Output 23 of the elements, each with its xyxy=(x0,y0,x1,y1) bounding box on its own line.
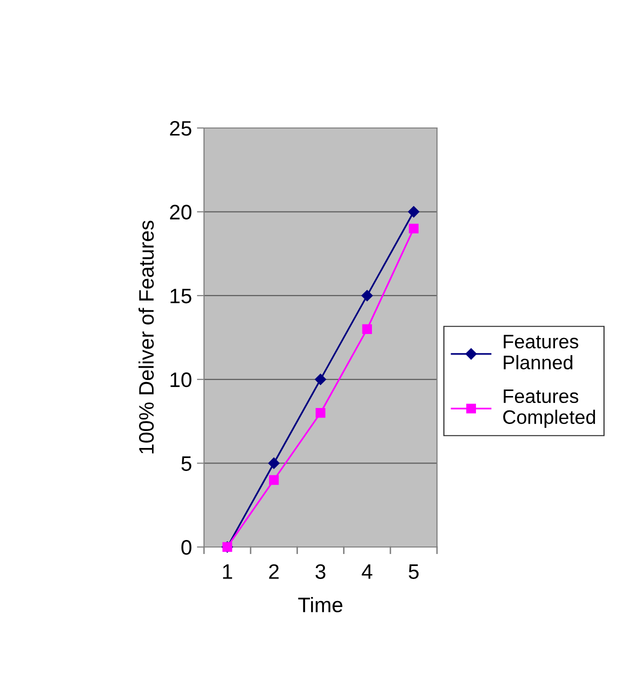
point xyxy=(361,290,373,302)
x-tick-label: 3 xyxy=(316,564,326,579)
y-tick-label: 10 xyxy=(170,372,192,388)
point xyxy=(408,206,420,218)
x-tick-label: 1 xyxy=(223,564,232,579)
y-tick-label: 0 xyxy=(181,540,192,555)
y-tick-label: 20 xyxy=(170,204,192,220)
x-axis-title: Time xyxy=(298,596,342,612)
x-tick-label: 5 xyxy=(408,564,419,579)
point xyxy=(316,408,326,418)
y-tick-label: 5 xyxy=(181,456,192,471)
y-axis-title: 100% Deliver of Features xyxy=(138,220,154,454)
point xyxy=(268,458,280,469)
y-tick-label: 15 xyxy=(170,288,192,304)
point xyxy=(269,475,279,485)
point xyxy=(314,374,326,386)
legend-label: Features Completed xyxy=(503,389,595,428)
x-tick-label: 4 xyxy=(362,564,372,579)
y-tick-label: 25 xyxy=(170,121,192,136)
x-tick-label: 2 xyxy=(269,564,279,579)
legend-label: Features Planned xyxy=(504,334,578,370)
point xyxy=(408,224,419,234)
point xyxy=(362,324,372,334)
